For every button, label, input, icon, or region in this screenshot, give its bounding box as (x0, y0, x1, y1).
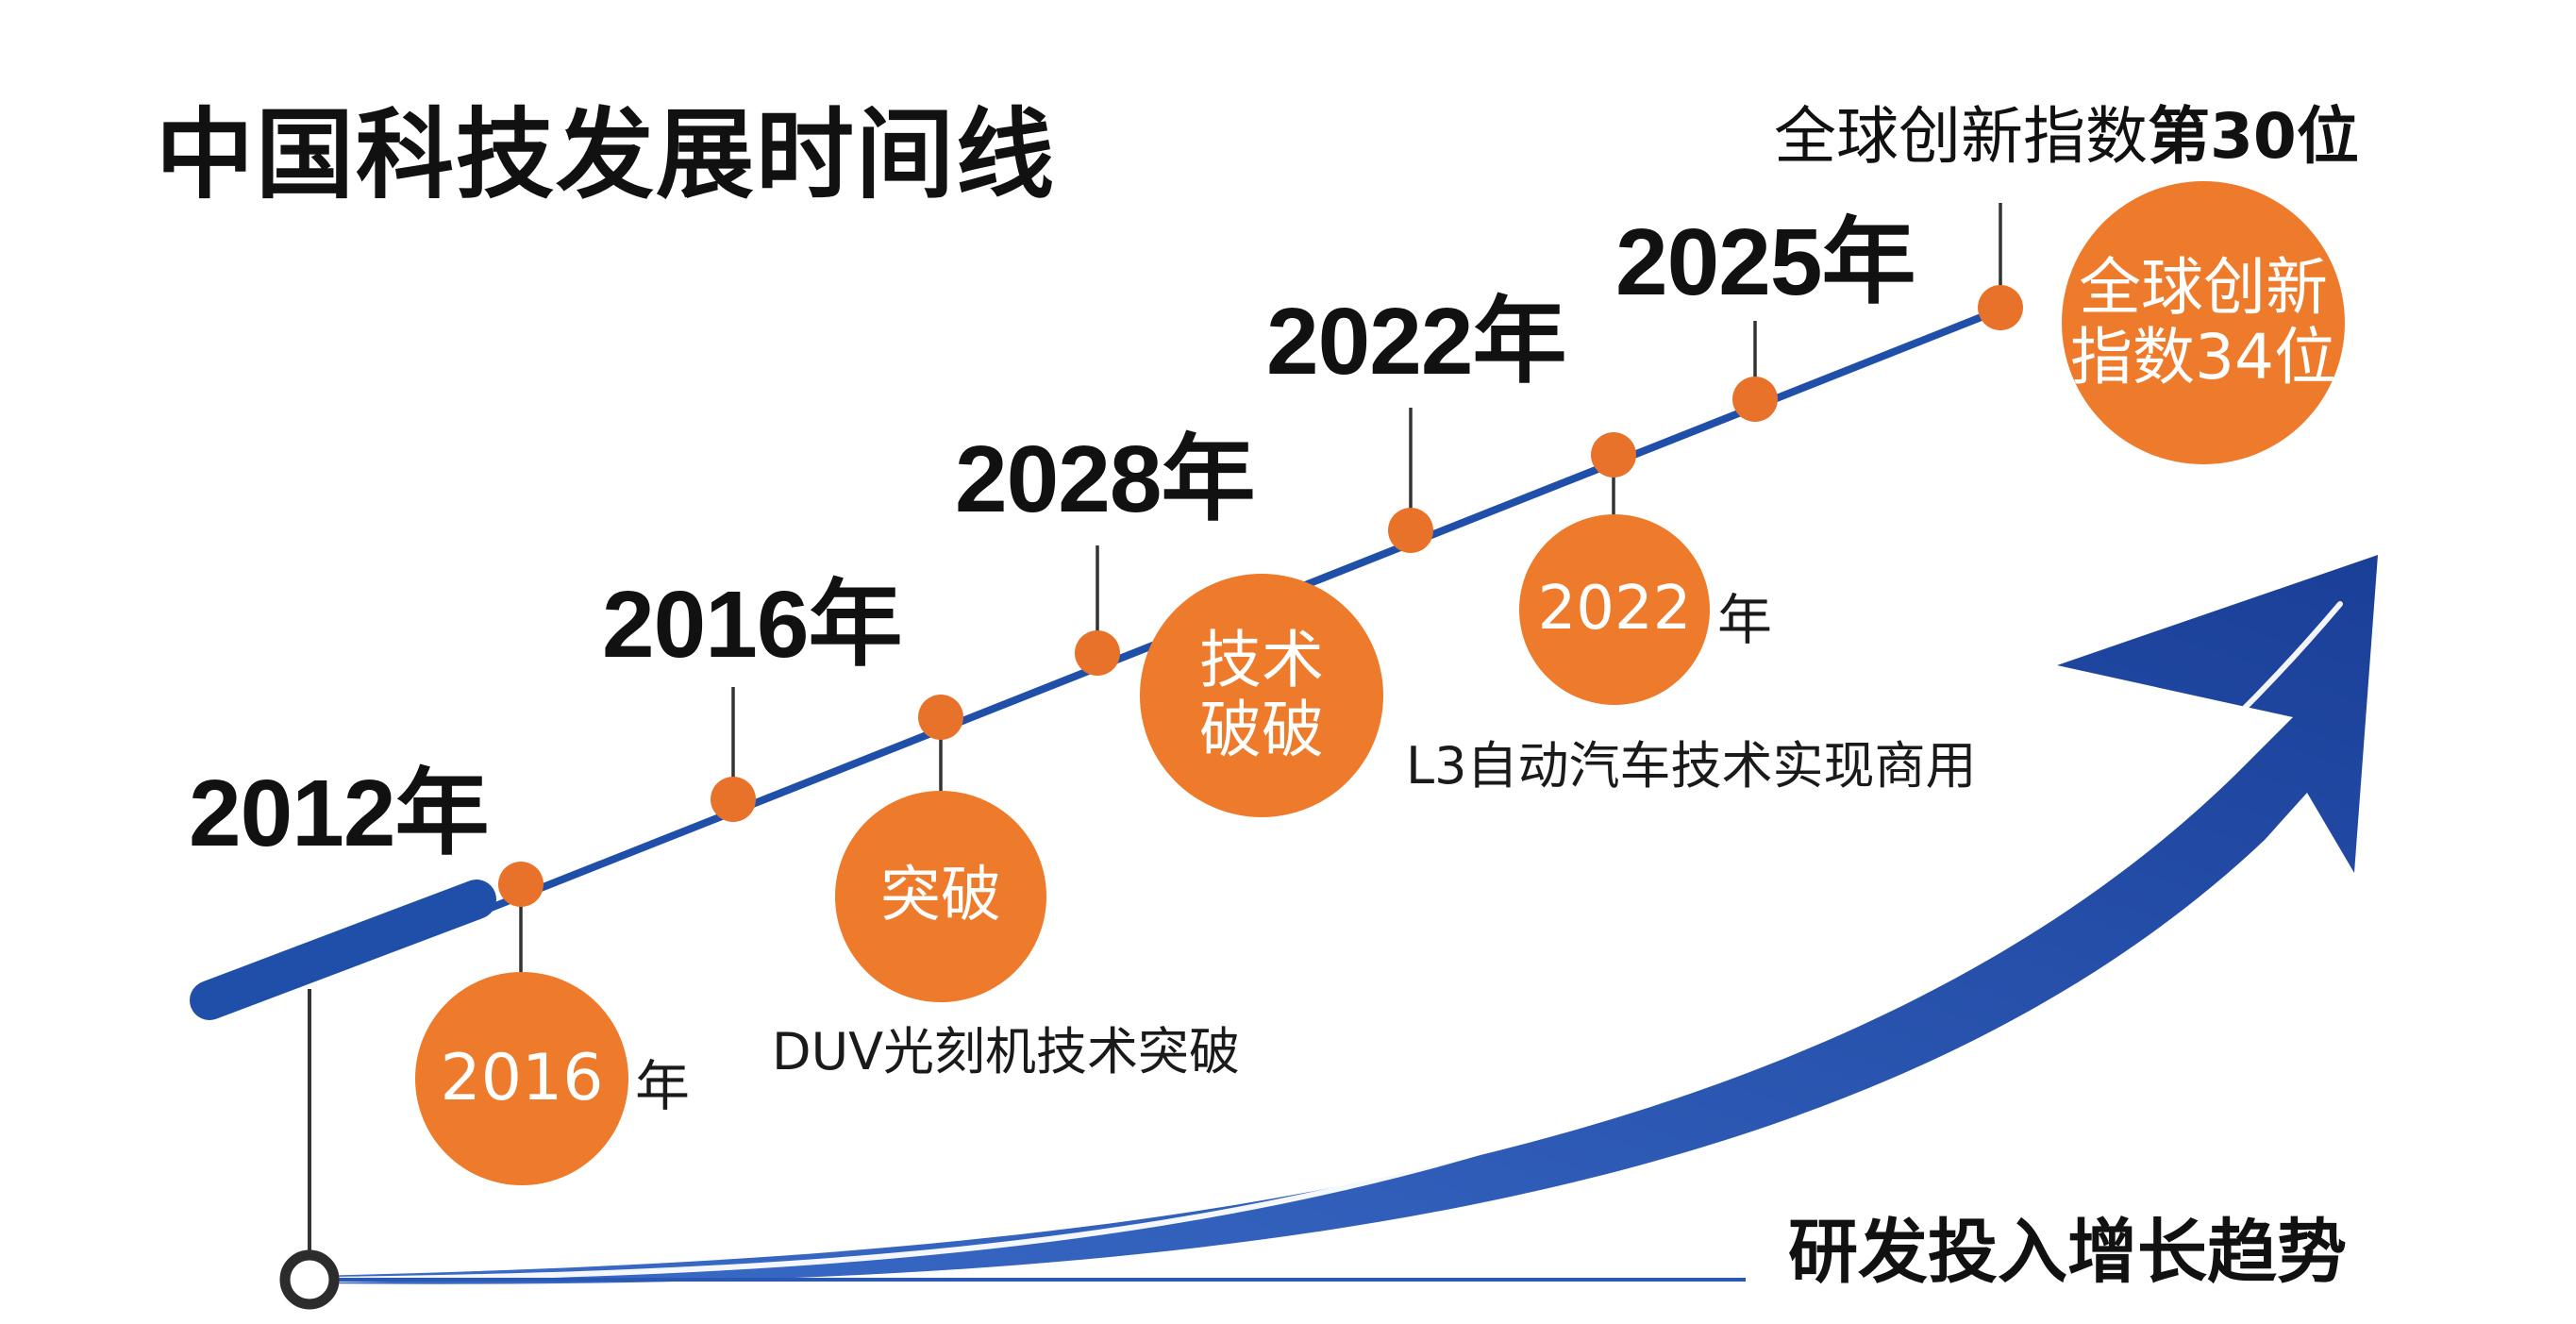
caption-l3: L3自动汽车技术实现商用 (1406, 736, 1977, 796)
bubble-tech-line2: 破破 (1199, 694, 1324, 766)
dot-2022 (1388, 508, 1433, 553)
dot-breakthrough (918, 695, 963, 740)
bubble-tech-line1: 技术 (1199, 624, 1324, 697)
bubble-2022-text: 2022 (1537, 574, 1692, 645)
bubble-global-line2: 指数34位 (2070, 321, 2336, 394)
bubble-global-line1: 全球创新 (2079, 251, 2328, 325)
bubble-2016: 2016 (415, 972, 628, 1185)
anchor-ring (279, 1249, 340, 1310)
bubble-2016-text: 2016 (440, 1040, 604, 1115)
trend-label: 研发投入增长趋势 (1788, 1212, 2347, 1293)
bubble-2022-suffix: 年 (1717, 588, 1773, 652)
year-label-2028: 2028年 (955, 427, 1255, 532)
bubble-breakthrough: 突破 (835, 791, 1046, 1002)
global-index-caption: 全球创新指数第30位 (1774, 106, 2359, 168)
bubble-2016-suffix: 年 (635, 1054, 691, 1118)
bubble-2022: 2022 (1519, 514, 1710, 705)
bubble-breakthrough-text: 突破 (880, 861, 1001, 931)
dot-2028 (1075, 630, 1120, 676)
dot-2025 (1732, 377, 1778, 422)
trend-arrow (311, 555, 2378, 1284)
bubble-tech-breakthrough: 技术 破破 (1140, 574, 1383, 817)
timeline-thick-segment (190, 880, 496, 1020)
global-index-caption-prefix: 全球创新指数 (1774, 100, 2148, 173)
dot-top (1978, 285, 2023, 330)
bubble-global-index: 全球创新 指数34位 (2062, 181, 2345, 464)
year-label-2025: 2025年 (1615, 209, 1915, 315)
page-title: 中国科技发展时间线 (156, 97, 1057, 212)
trend-arrow-highlight (327, 601, 2343, 1282)
year-label-2012: 2012年 (189, 761, 489, 866)
dot-2016 (711, 777, 756, 822)
year-label-2016: 2016年 (602, 572, 902, 678)
caption-duv: DUV光刻机技术突破 (772, 1022, 1241, 1081)
global-index-caption-emphasis: 第30位 (2148, 100, 2359, 173)
year-label-2022: 2022年 (1266, 289, 1566, 394)
dot-b2022 (1591, 432, 1636, 478)
milestone-dots (498, 285, 2023, 907)
dot-2012 (498, 862, 544, 907)
